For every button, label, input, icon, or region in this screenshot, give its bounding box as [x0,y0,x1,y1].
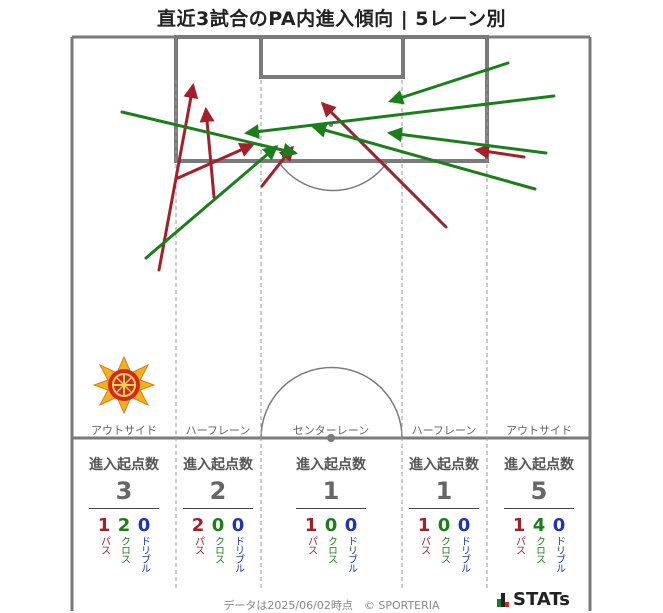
breakdown-pass: 1 パス [512,516,526,572]
lane-stat-divider [296,508,366,509]
pass-arrow [474,144,526,160]
breakdown-cross-label: クロス [118,536,130,563]
breakdown-pass: 2 パス [191,516,205,572]
breakdown-dribble-label: ドリブル [138,536,150,572]
brand-logo: STATs [497,589,570,610]
cross-arrow [387,127,548,155]
cross-arrow [311,123,537,191]
breakdown-pass-label: パス [192,536,204,554]
breakdown-dribble-label: ドリブル [345,536,357,572]
footer-note: データは2025/06/02時点 © SPORTERIA [223,599,440,612]
breakdown-dribble-count: 0 [344,515,358,536]
breakdown-pass-label: パス [305,536,317,554]
breakdown-cross-count: 0 [324,515,338,536]
lane-stat-divider [183,508,253,509]
pass-arrow [176,143,255,180]
breakdown-pass-label: パス [98,536,110,554]
pass-arrow [320,101,448,229]
center-circle [260,366,403,439]
breakdown-pass: 1 パス [417,516,431,572]
breakdown-dribble-label: ドリブル [553,536,565,572]
breakdown-dribble-count: 0 [552,515,566,536]
lane-entry-total: 1 [435,477,453,505]
breakdown-cross: 0 クロス [324,516,338,572]
lane-stat-heading: 進入起点数 [89,457,159,473]
lane-breakdown: 1 パス 0 クロス 0 ドリブル [417,515,471,573]
breakdown-pass-count: 1 [97,515,111,536]
lane-breakdown: 1 パス 2 クロス 0 ドリブル [97,515,151,573]
chart-title: 直近3試合のPA内進入傾向 | 5レーン別 [156,8,507,30]
cross-arrow [388,61,510,105]
cross-arrow [120,110,298,158]
lane-stat-heading: 進入起点数 [409,457,479,473]
lane-stat-divider [409,508,479,509]
lane-stat-divider [89,508,159,509]
goal-area [259,35,405,79]
lane-label: アウトサイド [91,424,157,437]
pitch-lines [70,35,592,611]
brand-text: STATs [513,589,570,610]
breakdown-pass: 1 パス [304,516,318,572]
breakdown-cross: 0 クロス [437,516,451,572]
breakdown-dribble: 0 ドリブル [552,515,566,573]
breakdown-dribble: 0 ドリブル [344,515,358,573]
cross-arrow [144,145,279,260]
breakdown-dribble-label: ドリブル [458,536,470,572]
center-spot [327,434,335,442]
breakdown-pass-count: 1 [417,515,431,536]
breakdown-dribble: 0 ドリブル [457,515,471,573]
breakdown-pass-count: 1 [512,515,526,536]
lane-breakdown: 1 パス 4 クロス 0 ドリブル [512,515,566,573]
breakdown-pass-label: パス [418,536,430,554]
brand-mark-icon [497,592,509,607]
breakdown-dribble-count: 0 [137,515,151,536]
lane-entry-total: 3 [115,477,133,505]
cross-arrow [244,94,556,140]
lane-label: ハーフレーン [185,424,251,437]
breakdown-cross-label: クロス [438,536,450,563]
breakdown-cross: 2 クロス [117,516,131,572]
breakdown-dribble-count: 0 [231,515,245,536]
lane-stat-heading: 進入起点数 [504,457,574,473]
breakdown-dribble-count: 0 [457,515,471,536]
breakdown-pass: 1 パス [97,516,111,572]
lane-label: アウトサイド [506,424,572,437]
lane-entry-total: 2 [209,477,227,505]
lane-breakdown: 1 パス 0 クロス 0 ドリブル [304,515,358,573]
penalty-arc [277,160,389,192]
breakdown-cross-count: 2 [117,515,131,536]
breakdown-cross: 0 クロス [211,516,225,572]
lane-label: センターレーン [292,424,370,437]
breakdown-cross: 4 クロス [532,516,546,572]
entry-arrows [120,61,556,272]
lane-stat-divider [504,508,574,509]
lane-stat-heading: 進入起点数 [296,457,366,473]
breakdown-dribble: 0 ドリブル [231,515,245,573]
breakdown-cross-label: クロス [325,536,337,563]
lane-entry-total: 5 [530,477,548,505]
pass-arrow [199,107,216,199]
lane-entry-total: 1 [322,477,340,505]
breakdown-pass-count: 1 [304,515,318,536]
breakdown-pass-label: パス [513,536,525,554]
lane-stat-heading: 進入起点数 [183,457,253,473]
breakdown-cross-count: 4 [532,515,546,536]
penalty-area [174,35,489,163]
team-crest-icon [92,355,156,415]
breakdown-cross-count: 0 [437,515,451,536]
lane-dividers [175,80,488,590]
breakdown-dribble: 0 ドリブル [137,515,151,573]
breakdown-dribble-label: ドリブル [232,536,244,572]
lane-label: ハーフレーン [411,424,477,437]
breakdown-cross-count: 0 [211,515,225,536]
breakdown-cross-label: クロス [212,536,224,563]
pass-arrow [157,83,199,272]
breakdown-cross-label: クロス [533,536,545,563]
lane-breakdown: 2 パス 0 クロス 0 ドリブル [191,515,245,573]
breakdown-pass-count: 2 [191,515,205,536]
